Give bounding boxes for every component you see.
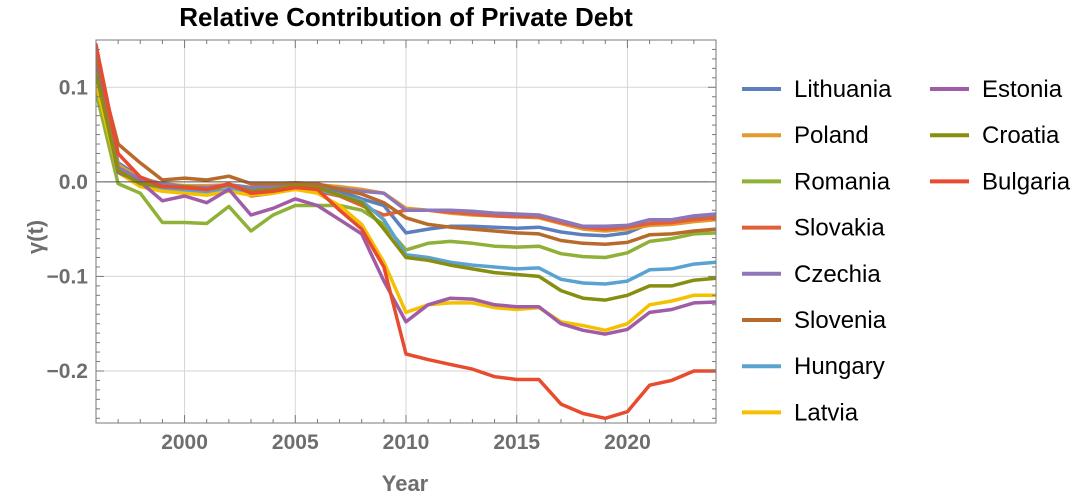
series-line-slovenia — [96, 57, 716, 247]
y-tick-label: 0.1 — [59, 76, 89, 99]
legend: Lithuania Poland Romania Slovakia Czechia Slo… — [742, 76, 1071, 426]
legend-item-poland: Poland — [742, 122, 869, 149]
legend-item-lithuania: Lithuania — [742, 76, 892, 103]
legend-label: Hungary — [794, 353, 885, 380]
chart-title: Relative Contribution of Private Debt — [179, 2, 633, 32]
x-tick-label: 2015 — [493, 431, 540, 454]
x-tick-label: 2005 — [272, 431, 319, 454]
legend-label: Bulgaria — [982, 168, 1071, 195]
series-line-latvia — [96, 80, 716, 333]
legend-item-hungary: Hungary — [742, 353, 885, 380]
legend-item-bulgaria: Bulgaria — [930, 168, 1071, 195]
y-axis-label: γ(t) — [23, 220, 48, 254]
series-lines — [96, 42, 716, 421]
legend-label: Lithuania — [794, 76, 892, 103]
x-axis-label: Year — [382, 471, 429, 496]
legend-item-slovenia: Slovenia — [742, 307, 887, 334]
y-tick-label: 0.0 — [59, 171, 88, 194]
series-line-romania — [96, 90, 716, 260]
legend-item-romania: Romania — [742, 168, 891, 195]
x-tick-label: 2000 — [161, 431, 208, 454]
legend-label: Slovenia — [794, 307, 887, 334]
legend-label: Czechia — [794, 261, 881, 288]
legend-label: Slovakia — [794, 215, 885, 242]
legend-label: Estonia — [982, 76, 1063, 103]
legend-label: Latvia — [794, 399, 859, 426]
x-tick-label: 2010 — [383, 431, 430, 454]
y-tick-label: −0.1 — [47, 265, 89, 288]
x-tick-label: 2020 — [604, 431, 651, 454]
tick-labels: 2000 2005 2010 2015 2020 0.1 0.0 −0.1 −0.2 — [47, 76, 651, 454]
legend-item-czechia: Czechia — [742, 261, 881, 288]
axis-ticks — [95, 40, 717, 423]
series-line-estonia — [96, 66, 716, 336]
legend-item-croatia: Croatia — [930, 122, 1060, 149]
legend-label: Poland — [794, 122, 869, 149]
series-line-bulgaria — [96, 42, 716, 421]
y-tick-label: −0.2 — [47, 360, 88, 383]
legend-item-estonia: Estonia — [930, 76, 1063, 103]
legend-label: Croatia — [982, 122, 1060, 149]
legend-item-latvia: Latvia — [742, 399, 859, 426]
legend-label: Romania — [794, 168, 891, 195]
legend-item-slovakia: Slovakia — [742, 215, 885, 242]
